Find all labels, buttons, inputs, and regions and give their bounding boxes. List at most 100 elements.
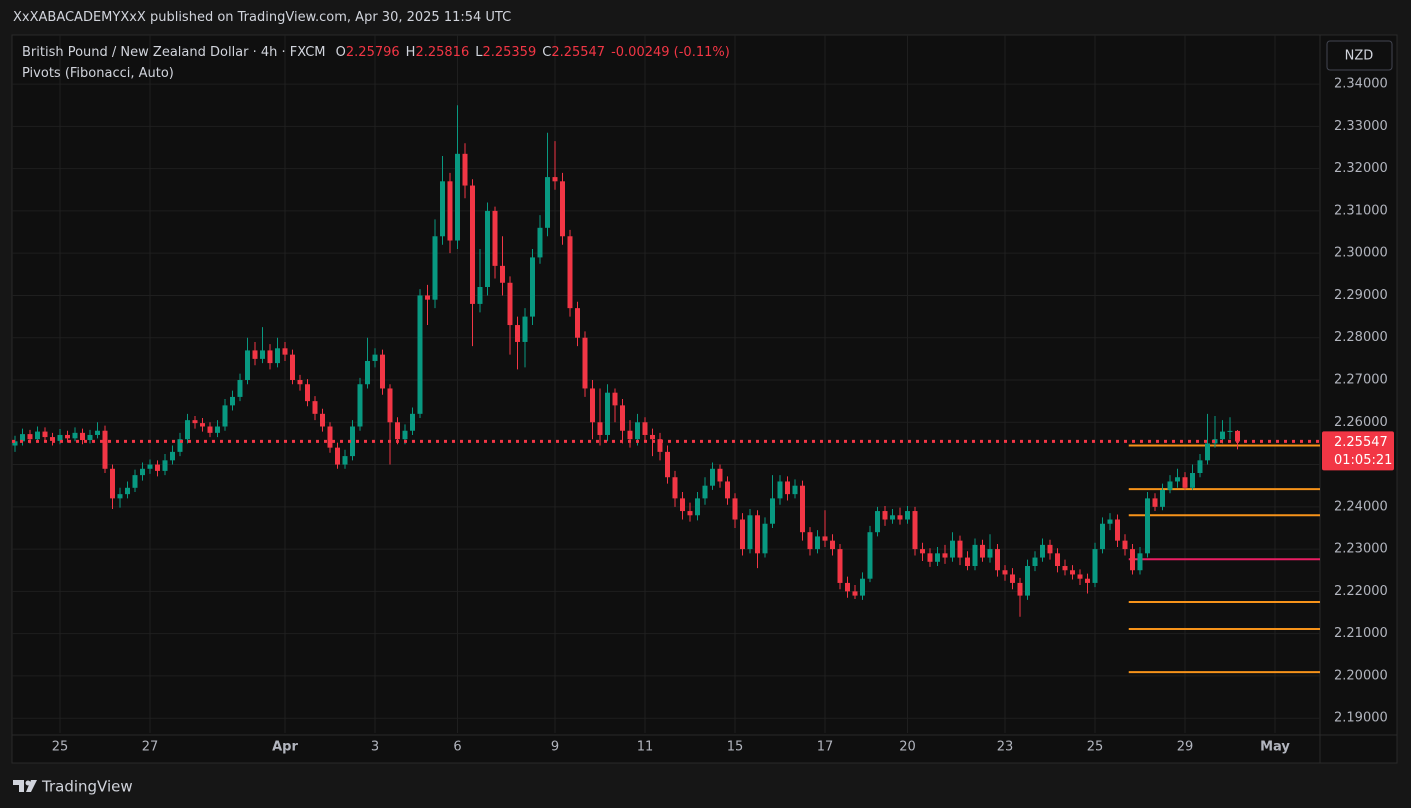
candle-body — [950, 540, 955, 558]
candle-body — [912, 511, 918, 550]
candle-body — [845, 582, 850, 592]
candle-body — [1017, 582, 1023, 596]
candle-body — [1175, 477, 1180, 482]
candle-body — [327, 426, 333, 448]
y-tick-label: 2.19000 — [1334, 711, 1388, 726]
candle-body — [777, 481, 783, 499]
candle-body — [935, 553, 940, 562]
candle-body — [762, 523, 768, 554]
candle-body — [1092, 549, 1098, 583]
candle-body — [177, 439, 183, 452]
candle-body — [87, 434, 93, 441]
y-tick-label: 2.34000 — [1334, 77, 1388, 92]
candle-body — [1145, 498, 1150, 554]
candle-body — [57, 434, 63, 441]
x-tick-label: 25 — [1087, 740, 1104, 755]
currency: NZD — [1345, 49, 1374, 64]
candle-body — [335, 447, 340, 465]
candle-body — [72, 432, 78, 439]
candle-body — [1122, 540, 1128, 550]
candle-body — [785, 481, 790, 495]
candle-body — [897, 515, 903, 520]
candle-body — [1160, 489, 1165, 507]
candle-body — [755, 515, 760, 554]
candle-body — [650, 434, 655, 440]
x-tick-label: 29 — [1177, 740, 1194, 755]
candle-body — [447, 181, 453, 241]
candle-body — [492, 210, 498, 266]
ohlc-value: 2.25359 — [482, 45, 537, 60]
candle-body — [1167, 481, 1173, 490]
candle-body — [1107, 519, 1113, 524]
y-tick-label: 2.22000 — [1334, 584, 1388, 599]
candle-body — [425, 295, 430, 300]
candle-body — [1220, 431, 1225, 440]
candle-body — [665, 451, 670, 478]
x-tick-label: 20 — [899, 740, 916, 755]
candle-body — [297, 380, 303, 385]
candle-body — [1085, 578, 1090, 583]
candle-body — [477, 286, 483, 304]
candle-body — [185, 420, 190, 440]
logo — [13, 780, 37, 792]
candle-body — [155, 464, 160, 471]
candle-body — [770, 498, 775, 524]
candle-body — [875, 511, 880, 533]
candle-body — [965, 557, 970, 567]
candle-body — [170, 451, 175, 461]
marks — [12, 105, 1320, 674]
symbol-title: British Pound / New Zealand Dollar · 4h … — [22, 45, 326, 60]
x-tick-label: 25 — [52, 740, 69, 755]
y-tick-label: 2.33000 — [1334, 119, 1388, 134]
x-tick-label: 23 — [997, 740, 1014, 755]
candle-body — [350, 426, 355, 457]
candle-body — [1130, 549, 1135, 571]
candle-body — [215, 426, 220, 433]
candle-body — [537, 227, 543, 258]
candle-body — [260, 350, 265, 359]
candle-body — [1182, 477, 1188, 488]
x-tick-label: 15 — [727, 740, 744, 755]
candle-body — [702, 485, 708, 499]
candle-body — [12, 441, 18, 446]
candle-body — [147, 464, 153, 469]
candle-body — [867, 532, 873, 579]
candle-body — [747, 515, 753, 550]
price-tag-value: 2.25547 — [1334, 435, 1388, 450]
candle-body — [162, 460, 168, 471]
candle-body — [582, 337, 588, 389]
candle-body — [957, 540, 963, 558]
candle-body — [1197, 460, 1203, 474]
candle-body — [35, 431, 40, 440]
candle-body — [312, 401, 318, 414]
candle-body — [1010, 574, 1015, 583]
x-tick-label: 27 — [142, 740, 159, 755]
candle-body — [605, 392, 610, 435]
candle-body — [1152, 498, 1158, 507]
candle-body — [440, 181, 445, 237]
candle-body — [402, 430, 408, 440]
x-tick-label: 9 — [551, 740, 559, 755]
y-tick-label: 2.30000 — [1334, 246, 1388, 261]
candle-body — [905, 511, 910, 520]
x-tick-label: 17 — [817, 740, 834, 755]
candle-body — [65, 434, 70, 439]
candle-body — [102, 430, 108, 469]
candle-body — [80, 432, 85, 441]
candle-body — [860, 578, 865, 596]
candle-body — [620, 405, 625, 431]
candle-body — [357, 384, 363, 427]
candle-body — [740, 519, 745, 550]
candle-body — [980, 544, 985, 558]
candle-body — [1032, 557, 1038, 567]
y-tick-label: 2.26000 — [1334, 415, 1388, 430]
candle-body — [1235, 430, 1240, 442]
candle-body — [642, 422, 648, 435]
candle-body — [395, 422, 400, 440]
candle-body — [627, 430, 633, 440]
candle-body — [1100, 523, 1105, 550]
candle-body — [342, 456, 348, 465]
candle-body — [567, 236, 573, 309]
currency-box[interactable] — [1326, 40, 1393, 71]
